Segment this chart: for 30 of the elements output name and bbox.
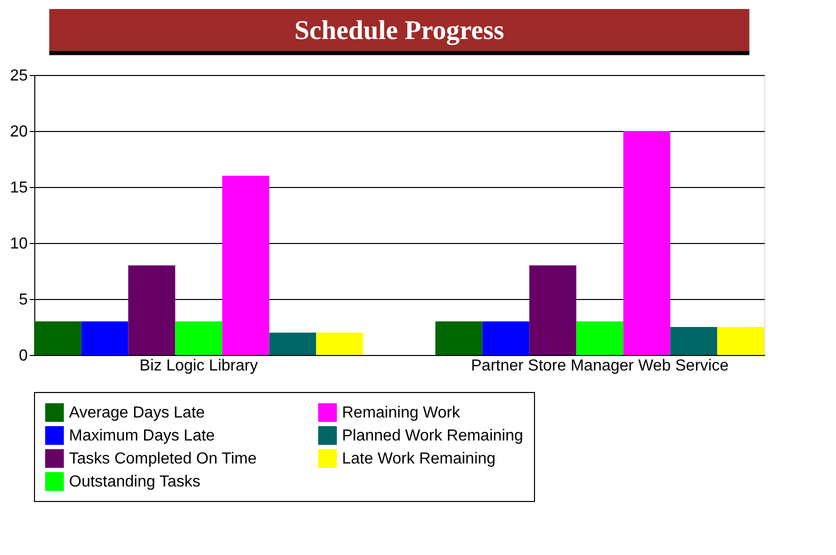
chart-title: Schedule Progress	[294, 15, 504, 45]
y-tick-label: 15	[10, 180, 28, 196]
bar	[717, 327, 764, 355]
bar	[222, 176, 270, 355]
bar	[175, 321, 222, 355]
legend-label: Average Days Late	[69, 404, 205, 422]
bar	[34, 321, 82, 355]
legend-label: Outstanding Tasks	[69, 474, 200, 490]
legend-label: Maximum Days Late	[69, 428, 215, 444]
legend-label: Late Work Remaining	[342, 450, 496, 468]
bar	[482, 321, 530, 355]
bar	[576, 321, 624, 355]
legend-label: Planned Work Remaining	[342, 428, 524, 444]
legend-label: Tasks Completed On Time	[69, 450, 257, 468]
bar	[670, 327, 718, 355]
bar	[81, 321, 128, 355]
bar	[316, 332, 364, 355]
y-tick-label: 20	[10, 124, 28, 140]
bar	[623, 131, 670, 355]
x-tick-label: Biz Logic Library	[140, 358, 258, 374]
y-tick-label: 25	[10, 68, 28, 84]
y-tick-label: 0	[18, 348, 28, 364]
x-tick-label: Partner Store Manager Web Service	[470, 358, 729, 374]
bar	[128, 265, 176, 355]
legend-label: Remaining Work	[342, 404, 461, 422]
y-tick-label: 5	[18, 292, 28, 308]
bar	[529, 265, 576, 355]
bar	[435, 321, 482, 355]
y-tick-label: 10	[10, 236, 28, 252]
bar	[269, 332, 316, 355]
